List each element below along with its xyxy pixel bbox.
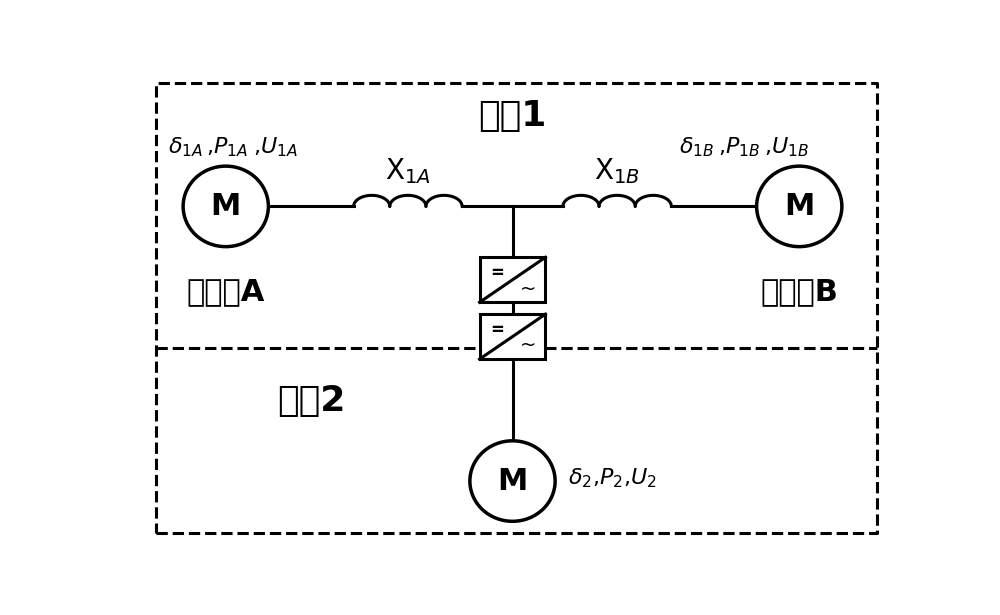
- Text: ,$U_{1B}$: ,$U_{1B}$: [764, 135, 809, 159]
- Text: $\delta_{1B}$: $\delta_{1B}$: [679, 135, 714, 159]
- Text: 系统2: 系统2: [277, 384, 345, 418]
- Text: $\delta_{1A}$: $\delta_{1A}$: [168, 135, 203, 159]
- Ellipse shape: [470, 441, 555, 522]
- Text: =: =: [490, 321, 504, 339]
- Bar: [480, 314, 545, 359]
- Text: M: M: [784, 192, 814, 221]
- Text: ~: ~: [519, 279, 536, 298]
- Bar: [480, 257, 545, 303]
- Text: 子系统A: 子系统A: [187, 277, 265, 306]
- Text: $\mathrm{X}_{1B}$: $\mathrm{X}_{1B}$: [594, 156, 640, 186]
- Text: M: M: [211, 192, 241, 221]
- Text: =: =: [490, 264, 504, 282]
- Text: $\mathrm{X}_{1A}$: $\mathrm{X}_{1A}$: [385, 156, 431, 186]
- Text: $\delta_2$,$P_2$,$U_2$: $\delta_2$,$P_2$,$U_2$: [568, 467, 657, 491]
- Text: ,$U_{1A}$: ,$U_{1A}$: [253, 135, 298, 159]
- Text: 系统1: 系统1: [478, 100, 547, 133]
- Text: ,$P_{1A}$: ,$P_{1A}$: [206, 135, 248, 159]
- Text: M: M: [497, 467, 528, 496]
- Text: ,$P_{1B}$: ,$P_{1B}$: [718, 135, 760, 159]
- Ellipse shape: [183, 166, 268, 247]
- Ellipse shape: [757, 166, 842, 247]
- Text: 子系统B: 子系统B: [760, 277, 838, 306]
- Text: ~: ~: [519, 336, 536, 355]
